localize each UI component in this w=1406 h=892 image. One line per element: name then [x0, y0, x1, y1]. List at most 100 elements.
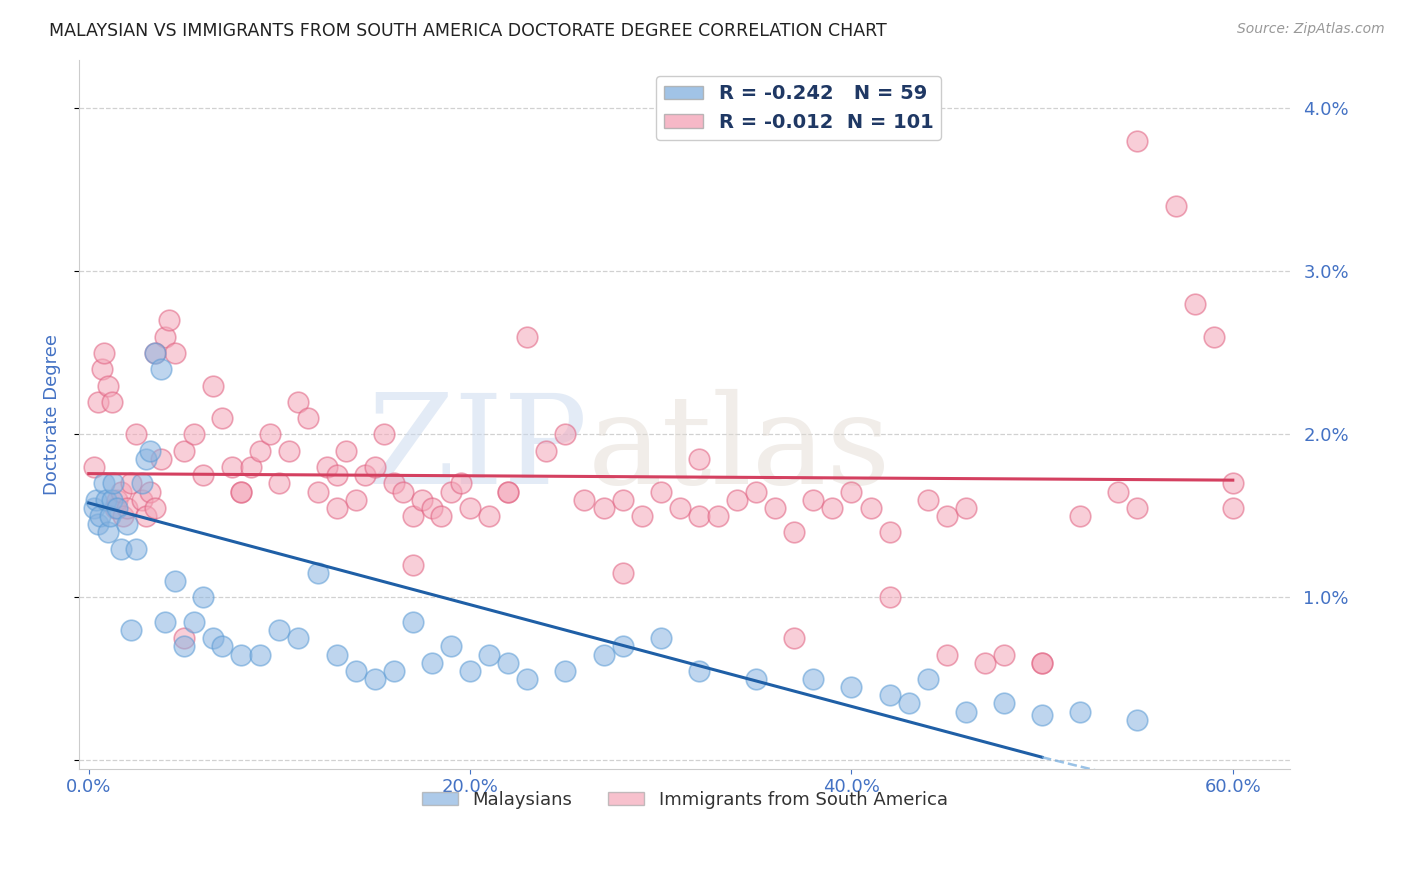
Point — [630, 508, 652, 523]
Point — [100, 492, 122, 507]
Point — [201, 632, 224, 646]
Point — [1031, 707, 1053, 722]
Point — [382, 664, 405, 678]
Point — [841, 484, 863, 499]
Point — [411, 492, 433, 507]
Point — [516, 329, 538, 343]
Point — [859, 500, 882, 515]
Point — [554, 427, 576, 442]
Point — [993, 697, 1015, 711]
Point — [83, 500, 105, 515]
Point — [97, 378, 120, 392]
Point — [688, 664, 710, 678]
Point — [145, 346, 167, 360]
Point — [574, 492, 596, 507]
Point — [612, 492, 634, 507]
Point — [183, 427, 205, 442]
Point — [344, 664, 367, 678]
Point — [110, 484, 132, 499]
Point — [97, 525, 120, 540]
Point — [955, 705, 977, 719]
Point — [93, 476, 115, 491]
Point — [745, 484, 768, 499]
Point — [1222, 500, 1244, 515]
Point — [138, 484, 160, 499]
Point — [536, 443, 558, 458]
Point — [93, 346, 115, 360]
Point — [249, 443, 271, 458]
Point — [89, 508, 111, 523]
Point — [516, 672, 538, 686]
Point — [163, 346, 186, 360]
Point — [879, 591, 901, 605]
Point — [344, 492, 367, 507]
Point — [145, 346, 167, 360]
Point — [725, 492, 748, 507]
Point — [87, 395, 110, 409]
Point — [173, 632, 195, 646]
Point — [458, 664, 481, 678]
Point — [138, 443, 160, 458]
Point — [402, 615, 425, 629]
Point — [1126, 713, 1149, 727]
Point — [157, 313, 180, 327]
Point — [897, 697, 920, 711]
Point — [688, 452, 710, 467]
Point — [1126, 500, 1149, 515]
Point — [297, 411, 319, 425]
Point — [440, 484, 463, 499]
Point — [163, 574, 186, 589]
Point — [364, 672, 387, 686]
Point — [382, 476, 405, 491]
Point — [115, 500, 138, 515]
Point — [307, 484, 329, 499]
Point — [993, 648, 1015, 662]
Point — [841, 680, 863, 694]
Point — [239, 460, 262, 475]
Point — [135, 452, 157, 467]
Text: MALAYSIAN VS IMMIGRANTS FROM SOUTH AMERICA DOCTORATE DEGREE CORRELATION CHART: MALAYSIAN VS IMMIGRANTS FROM SOUTH AMERI… — [49, 22, 887, 40]
Point — [554, 664, 576, 678]
Point — [277, 443, 299, 458]
Point — [392, 484, 415, 499]
Point — [191, 468, 214, 483]
Point — [125, 541, 148, 556]
Point — [669, 500, 692, 515]
Point — [115, 517, 138, 532]
Point — [650, 632, 672, 646]
Point — [249, 648, 271, 662]
Point — [153, 329, 176, 343]
Point — [707, 508, 730, 523]
Point — [325, 500, 347, 515]
Point — [287, 395, 309, 409]
Point — [269, 623, 291, 637]
Point — [173, 640, 195, 654]
Point — [1031, 656, 1053, 670]
Point — [496, 484, 519, 499]
Point — [745, 672, 768, 686]
Point — [183, 615, 205, 629]
Point — [105, 492, 128, 507]
Point — [688, 508, 710, 523]
Point — [120, 623, 142, 637]
Point — [917, 672, 939, 686]
Point — [287, 632, 309, 646]
Point — [450, 476, 472, 491]
Point — [201, 378, 224, 392]
Point — [879, 688, 901, 702]
Point — [440, 640, 463, 654]
Text: Source: ZipAtlas.com: Source: ZipAtlas.com — [1237, 22, 1385, 37]
Point — [650, 484, 672, 499]
Point — [1031, 656, 1053, 670]
Point — [105, 500, 128, 515]
Point — [103, 476, 125, 491]
Point — [879, 525, 901, 540]
Point — [917, 492, 939, 507]
Point — [91, 362, 114, 376]
Point — [150, 452, 173, 467]
Point — [496, 484, 519, 499]
Point — [335, 443, 357, 458]
Point — [821, 500, 844, 515]
Point — [592, 648, 614, 662]
Point — [221, 460, 243, 475]
